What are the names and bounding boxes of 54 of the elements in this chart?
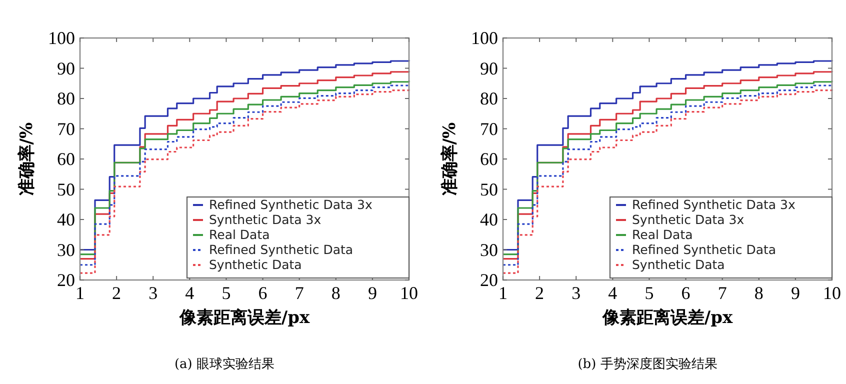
y-tick-label: 80: [57, 88, 75, 108]
x-tick-label: 10: [823, 283, 841, 303]
legend-label: Synthetic Data 3x: [209, 212, 322, 227]
x-tick-label: 4: [185, 283, 194, 303]
y-tick-label: 60: [57, 149, 75, 169]
x-tick-label: 3: [572, 283, 581, 303]
y-tick-label: 20: [480, 270, 498, 290]
x-tick-label: 6: [258, 283, 268, 303]
legend-label: Refined Synthetic Data 3x: [632, 197, 796, 212]
legend-label: Refined Synthetic Data 3x: [209, 197, 372, 212]
x-tick-label: 7: [718, 283, 727, 303]
x-tick-label: 6: [681, 283, 690, 303]
x-axis-title: 像素距离误差/px: [601, 308, 734, 328]
x-tick-label: 2: [535, 283, 544, 303]
legend-label: Refined Synthetic Data: [209, 242, 354, 257]
y-tick-label: 90: [480, 58, 498, 78]
legend-label: Refined Synthetic Data: [632, 242, 776, 257]
legend-label: Synthetic Data 3x: [632, 212, 744, 227]
y-tick-label: 50: [57, 179, 75, 200]
y-tick-label: 30: [57, 240, 75, 260]
x-tick-label: 9: [368, 283, 377, 303]
x-tick-label: 3: [148, 283, 158, 303]
y-tick-label: 40: [480, 210, 498, 230]
x-tick-label: 1: [498, 283, 508, 303]
y-tick-label: 60: [480, 149, 498, 169]
legend-label: Synthetic Data: [632, 257, 725, 272]
x-tick-label: 7: [294, 283, 304, 303]
x-tick-label: 4: [608, 283, 618, 303]
y-tick-label: 30: [480, 240, 498, 260]
x-tick-label: 5: [222, 283, 231, 303]
x-tick-label: 8: [754, 283, 764, 303]
y-axis-title: 准确率/%: [440, 122, 460, 196]
legend-label: Real Data: [209, 227, 270, 242]
legend-label: Real Data: [632, 227, 693, 242]
x-tick-label: 10: [400, 283, 418, 303]
x-tick-label: 8: [331, 283, 340, 303]
y-tick-label: 100: [471, 28, 498, 48]
y-tick-label: 70: [480, 118, 498, 139]
y-tick-label: 80: [480, 88, 498, 108]
x-tick-label: 9: [790, 283, 800, 303]
y-tick-label: 50: [480, 179, 498, 200]
y-tick-label: 90: [57, 58, 75, 78]
y-tick-label: 70: [57, 118, 75, 139]
y-axis-title: 准确率/%: [17, 122, 37, 196]
text: (a) 眼球实验结果: [174, 357, 275, 372]
x-tick-label: 1: [76, 283, 84, 303]
x-tick-label: 2: [112, 283, 122, 303]
x-axis-title: 像素距离误差/px: [178, 308, 310, 328]
y-tick-label: 100: [48, 28, 75, 48]
x-tick-label: 5: [644, 283, 654, 303]
y-tick-label: 20: [57, 270, 75, 290]
text: (b) 手势深度图实验结果: [578, 356, 718, 372]
legend-label: Synthetic Data: [209, 257, 302, 272]
y-tick-label: 40: [57, 210, 75, 230]
